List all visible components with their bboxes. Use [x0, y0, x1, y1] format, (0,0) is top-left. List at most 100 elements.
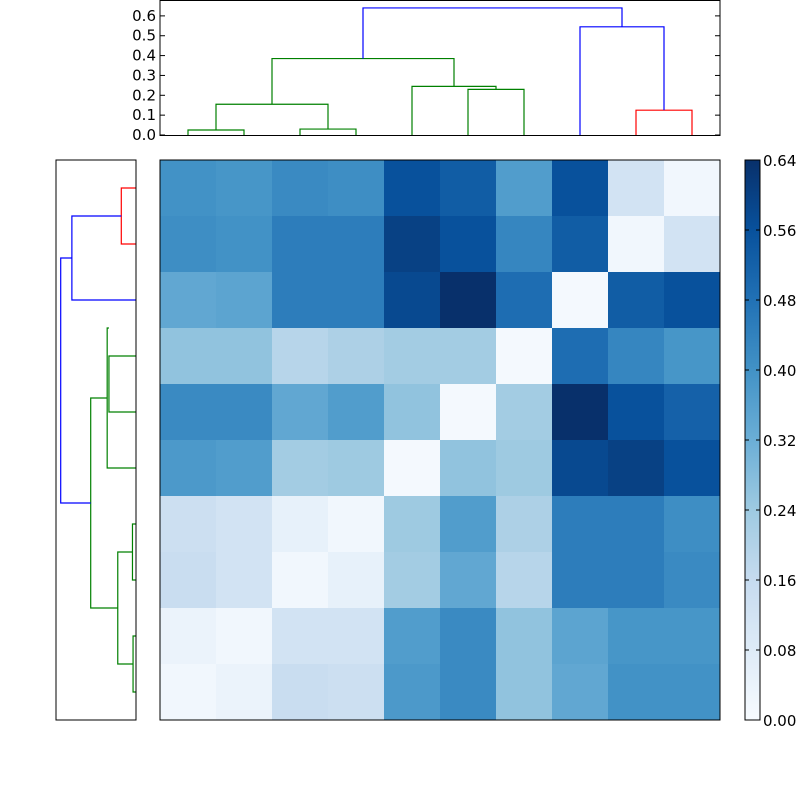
heatmap-cell-r5-c2 — [272, 440, 329, 497]
heatmap-cell-r8-c2 — [272, 608, 329, 665]
heatmap-cell-r3-c1 — [216, 328, 273, 385]
left-dendrogram — [60, 187, 136, 693]
heatmap-cell-r4-c9 — [664, 384, 721, 441]
heatmap-cell-r0-c6 — [496, 160, 553, 217]
heatmap-cell-r5-c3 — [328, 440, 385, 497]
colorbar-tick-label: 0.16 — [763, 572, 796, 590]
left-dendrogram-link-2 — [108, 355, 136, 413]
heatmap-cell-r3-c0 — [160, 328, 217, 385]
heatmap-cell-r3-c8 — [608, 328, 665, 385]
heatmap-cell-r0-c1 — [216, 160, 273, 217]
heatmap-cell-r4-c6 — [496, 384, 553, 441]
heatmap-cell-r2-c2 — [272, 272, 329, 329]
heatmap-cell-r6-c1 — [216, 496, 273, 553]
heatmap-cell-r5-c1 — [216, 440, 273, 497]
heatmap-cell-r4-c8 — [608, 384, 665, 441]
heatmap-cell-r1-c0 — [160, 216, 217, 273]
heatmap-cell-r3-c6 — [496, 328, 553, 385]
heatmap-cell-r1-c3 — [328, 216, 385, 273]
heatmap-cell-r3-c3 — [328, 328, 385, 385]
heatmap-cell-r1-c5 — [440, 216, 497, 273]
heatmap-cell-r7-c6 — [496, 552, 553, 609]
colorbar-tick-label: 0.32 — [763, 432, 796, 450]
colorbar-tick-label: 0.08 — [763, 642, 796, 660]
heatmap-cell-r5-c6 — [496, 440, 553, 497]
heatmap-cell-r8-c7 — [552, 608, 609, 665]
heatmap-cell-r9-c1 — [216, 664, 273, 721]
heatmap-cell-r0-c4 — [384, 160, 441, 217]
heatmap-cell-r2-c6 — [496, 272, 553, 329]
heatmap-cell-r8-c8 — [608, 608, 665, 665]
heatmap-cell-r6-c4 — [384, 496, 441, 553]
heatmap-frame — [159, 159, 721, 721]
heatmap-cell-r9-c5 — [440, 664, 497, 721]
heatmap-cell-r7-c7 — [552, 552, 609, 609]
colorbar-axis: 0.00 0.08 0.16 0.24 0.32 0.40 0.48 0.56 0.64 — [745, 152, 796, 730]
heatmap-cell-r8-c9 — [664, 608, 721, 665]
heatmap-cell-r0-c7 — [552, 160, 609, 217]
heatmap-cell-r1-c1 — [216, 216, 273, 273]
heatmap-cell-r6-c3 — [328, 496, 385, 553]
heatmap-cell-r9-c0 — [160, 664, 217, 721]
heatmap-cell-r6-c9 — [664, 496, 721, 553]
heatmap-cell-r4-c5 — [440, 384, 497, 441]
heatmap-cell-r4-c3 — [328, 384, 385, 441]
heatmap-cell-r1-c2 — [272, 216, 329, 273]
heatmap-cell-r5-c8 — [608, 440, 665, 497]
heatmap-cell-r6-c6 — [496, 496, 553, 553]
heatmap-cell-r6-c2 — [272, 496, 329, 553]
heatmap-cell-r9-c9 — [664, 664, 721, 721]
heatmap-cell-r0-c5 — [440, 160, 497, 217]
heatmap-cell-r8-c0 — [160, 608, 217, 665]
left-dendrogram-link-8 — [60, 257, 91, 504]
left-dendrogram-frame — [55, 159, 137, 721]
heatmap-cell-r1-c7 — [552, 216, 609, 273]
heatmap-cell-r7-c2 — [272, 552, 329, 609]
heatmap-cell-r7-c3 — [328, 552, 385, 609]
heatmap-cell-r7-c1 — [216, 552, 273, 609]
heatmap-cell-r1-c4 — [384, 216, 441, 273]
heatmap-cell-r8-c4 — [384, 608, 441, 665]
heatmap-cell-r5-c5 — [440, 440, 497, 497]
heatmap-cell-r5-c7 — [552, 440, 609, 497]
heatmap-cell-r4-c7 — [552, 384, 609, 441]
colorbar-tick-label: 0.64 — [763, 152, 796, 170]
top-dendrogram-tick-label: 0.3 — [132, 66, 156, 84]
heatmap-cell-r5-c9 — [664, 440, 721, 497]
heatmap-cell-r1-c8 — [608, 216, 665, 273]
heatmap-cell-r4-c2 — [272, 384, 329, 441]
heatmap-cell-r8-c3 — [328, 608, 385, 665]
heatmap-cell-r0-c9 — [664, 160, 721, 217]
heatmap-cell-r2-c8 — [608, 272, 665, 329]
heatmap-cell-r8-c6 — [496, 608, 553, 665]
heatmap-cell-r6-c7 — [552, 496, 609, 553]
heatmap-cell-r7-c9 — [664, 552, 721, 609]
top-dendrogram-tick-label: 0.4 — [132, 47, 156, 65]
heatmap-cells — [160, 160, 721, 721]
heatmap-cell-r4-c1 — [216, 384, 273, 441]
heatmap-cell-r2-c4 — [384, 272, 441, 329]
heatmap-cell-r8-c1 — [216, 608, 273, 665]
heatmap-cell-r7-c0 — [160, 552, 217, 609]
heatmap-cell-r7-c4 — [384, 552, 441, 609]
top-dendrogram-tick-label: 0.1 — [132, 106, 156, 124]
heatmap-cell-r9-c4 — [384, 664, 441, 721]
top-dendrogram — [187, 7, 693, 135]
heatmap-cell-r1-c9 — [664, 216, 721, 273]
heatmap-cell-r0-c2 — [272, 160, 329, 217]
heatmap-cell-r9-c8 — [608, 664, 665, 721]
heatmap-cell-r3-c2 — [272, 328, 329, 385]
top-dendrogram-tick-label: 0.5 — [132, 27, 156, 45]
heatmap-cell-r3-c4 — [384, 328, 441, 385]
heatmap-cell-r0-c3 — [328, 160, 385, 217]
heatmap-cell-r5-c0 — [160, 440, 217, 497]
colorbar-frame — [744, 159, 761, 721]
heatmap-cell-r2-c3 — [328, 272, 385, 329]
heatmap-cell-r6-c0 — [160, 496, 217, 553]
heatmap-cell-r8-c5 — [440, 608, 497, 665]
heatmap-cell-r0-c8 — [608, 160, 665, 217]
heatmap-cell-r4-c0 — [160, 384, 217, 441]
heatmap-cell-r9-c6 — [496, 664, 553, 721]
heatmap-cell-r3-c9 — [664, 328, 721, 385]
